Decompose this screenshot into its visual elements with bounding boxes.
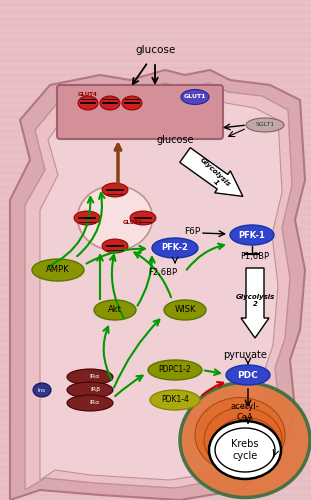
Polygon shape bbox=[25, 83, 292, 490]
FancyArrow shape bbox=[180, 148, 243, 196]
Text: PDC: PDC bbox=[238, 370, 258, 380]
Ellipse shape bbox=[78, 96, 98, 110]
Text: glucose: glucose bbox=[156, 135, 194, 145]
Ellipse shape bbox=[94, 300, 136, 320]
Ellipse shape bbox=[67, 369, 113, 385]
Text: Krebs
cycle: Krebs cycle bbox=[231, 439, 259, 461]
Text: pyruvate: pyruvate bbox=[223, 350, 267, 360]
Ellipse shape bbox=[33, 383, 51, 397]
Ellipse shape bbox=[209, 421, 281, 479]
Ellipse shape bbox=[152, 238, 198, 258]
Text: Glycolysis
2: Glycolysis 2 bbox=[235, 294, 275, 306]
Polygon shape bbox=[10, 70, 305, 500]
Text: IRα: IRα bbox=[90, 400, 100, 406]
Text: glucose: glucose bbox=[135, 45, 175, 55]
Ellipse shape bbox=[204, 408, 282, 472]
Ellipse shape bbox=[100, 96, 120, 110]
Ellipse shape bbox=[181, 90, 209, 104]
FancyBboxPatch shape bbox=[57, 85, 223, 139]
Ellipse shape bbox=[164, 300, 206, 320]
Ellipse shape bbox=[226, 365, 270, 385]
Text: AMPK: AMPK bbox=[46, 266, 70, 274]
Ellipse shape bbox=[67, 382, 113, 398]
Text: PFK-2: PFK-2 bbox=[161, 244, 188, 252]
Text: Glycolysis
      1: Glycolysis 1 bbox=[194, 157, 232, 193]
Ellipse shape bbox=[122, 96, 142, 110]
Ellipse shape bbox=[230, 225, 274, 245]
Text: SGLT1: SGLT1 bbox=[255, 122, 275, 128]
Ellipse shape bbox=[195, 398, 285, 472]
Ellipse shape bbox=[32, 259, 84, 281]
Text: acetyl-
CoA: acetyl- CoA bbox=[231, 402, 259, 421]
Text: Akt: Akt bbox=[108, 306, 122, 314]
Text: WISK: WISK bbox=[174, 306, 196, 314]
Text: F1,6BP: F1,6BP bbox=[240, 252, 270, 262]
Ellipse shape bbox=[150, 390, 200, 410]
Text: PFK-1: PFK-1 bbox=[239, 230, 265, 239]
Text: GLUT4: GLUT4 bbox=[78, 92, 98, 98]
Ellipse shape bbox=[77, 186, 152, 250]
Text: F6P: F6P bbox=[184, 228, 200, 236]
Ellipse shape bbox=[130, 211, 156, 225]
Ellipse shape bbox=[148, 360, 202, 380]
Text: GLUT4: GLUT4 bbox=[123, 220, 143, 226]
Text: PDPC1-2: PDPC1-2 bbox=[159, 366, 191, 374]
Ellipse shape bbox=[213, 418, 279, 472]
FancyArrow shape bbox=[241, 268, 269, 338]
Text: F2,6BP: F2,6BP bbox=[148, 268, 178, 276]
Ellipse shape bbox=[180, 382, 310, 498]
Text: IRα: IRα bbox=[90, 374, 100, 380]
Text: GLUT1: GLUT1 bbox=[184, 94, 206, 100]
Text: PDK1-4: PDK1-4 bbox=[161, 396, 189, 404]
Polygon shape bbox=[40, 95, 282, 480]
Text: Ins: Ins bbox=[38, 388, 46, 392]
Ellipse shape bbox=[246, 118, 284, 132]
Ellipse shape bbox=[102, 183, 128, 197]
Text: IRβ: IRβ bbox=[90, 388, 100, 392]
Ellipse shape bbox=[102, 239, 128, 253]
Ellipse shape bbox=[74, 211, 100, 225]
Ellipse shape bbox=[67, 395, 113, 411]
